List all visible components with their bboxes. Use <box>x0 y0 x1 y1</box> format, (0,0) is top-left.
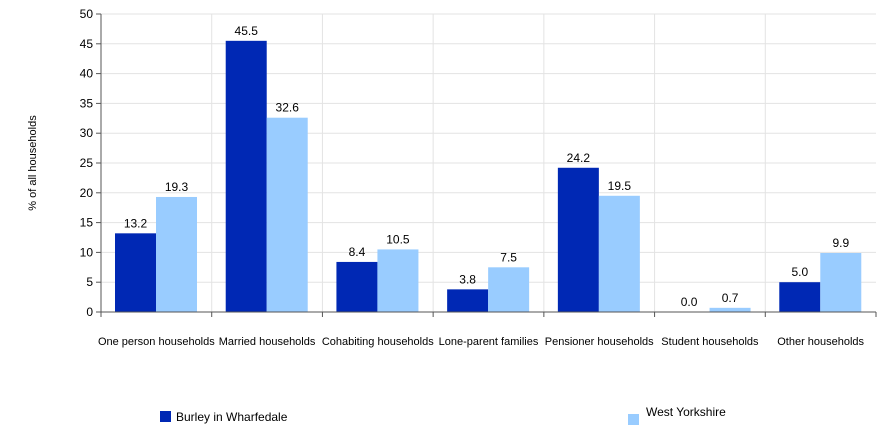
x-category-label: One person households <box>98 336 215 348</box>
x-category-label: Other households <box>777 336 864 348</box>
y-tick-label: 10 <box>80 245 94 259</box>
bar-secondary <box>598 195 640 312</box>
data-label: 0.0 <box>681 295 698 309</box>
y-tick-label: 15 <box>80 216 94 230</box>
legend-swatch <box>628 414 639 425</box>
bar-secondary <box>820 252 862 312</box>
y-tick-label: 5 <box>86 275 93 289</box>
y-tick-label: 25 <box>80 156 94 170</box>
bar-secondary <box>488 267 530 312</box>
bars <box>115 40 862 312</box>
bar-primary <box>557 167 599 312</box>
bar-primary <box>336 261 378 312</box>
data-label: 5.0 <box>791 265 808 279</box>
bar-primary <box>115 233 156 312</box>
x-category-label: Student households <box>661 336 759 348</box>
bar-secondary <box>156 196 197 312</box>
legend: Burley in Wharfedale West Yorkshire <box>160 405 726 425</box>
data-label: 10.5 <box>386 232 410 246</box>
x-category-label: Lone-parent families <box>439 336 539 348</box>
x-category-label: Pensioner households <box>545 336 654 348</box>
bar-primary <box>225 40 267 312</box>
legend-label: Burley in Wharfedale <box>176 410 288 424</box>
data-label: 3.8 <box>459 272 476 286</box>
y-tick-label: 30 <box>80 126 94 140</box>
axes: 0 5 10 15 20 25 30 35 40 45 50 One person household… <box>80 7 877 348</box>
y-tick-label: 45 <box>80 37 94 51</box>
y-tick-label: 20 <box>80 186 94 200</box>
data-label: 8.4 <box>349 245 366 259</box>
y-tick-label: 0 <box>86 305 93 319</box>
y-tick-label: 50 <box>80 7 94 21</box>
bar-secondary <box>709 307 751 312</box>
y-axis-label: % of all households <box>27 115 39 211</box>
data-label: 19.3 <box>165 180 189 194</box>
data-label: 7.5 <box>500 250 517 264</box>
bar-secondary <box>266 117 308 312</box>
x-category-label: Cohabiting households <box>322 336 434 348</box>
data-label: 9.9 <box>832 236 849 250</box>
bar-secondary <box>377 249 419 312</box>
legend-swatch <box>160 411 171 422</box>
y-tick-label: 40 <box>80 67 94 81</box>
data-labels: 13.2 19.3 45.5 32.6 8.4 10.5 3.8 7.5 24.2 19.5 0.0… <box>124 24 850 309</box>
data-label: 45.5 <box>235 24 259 38</box>
data-label: 24.2 <box>567 151 591 165</box>
data-label: 13.2 <box>124 216 148 230</box>
bar-primary <box>779 282 821 312</box>
x-category-label: Married households <box>219 336 316 348</box>
bar-primary <box>447 289 489 312</box>
y-tick-label: 35 <box>80 96 94 110</box>
data-label: 0.7 <box>722 291 739 305</box>
data-label: 32.6 <box>276 101 300 115</box>
data-label: 19.5 <box>608 179 632 193</box>
legend-label: West Yorkshire <box>646 405 726 419</box>
